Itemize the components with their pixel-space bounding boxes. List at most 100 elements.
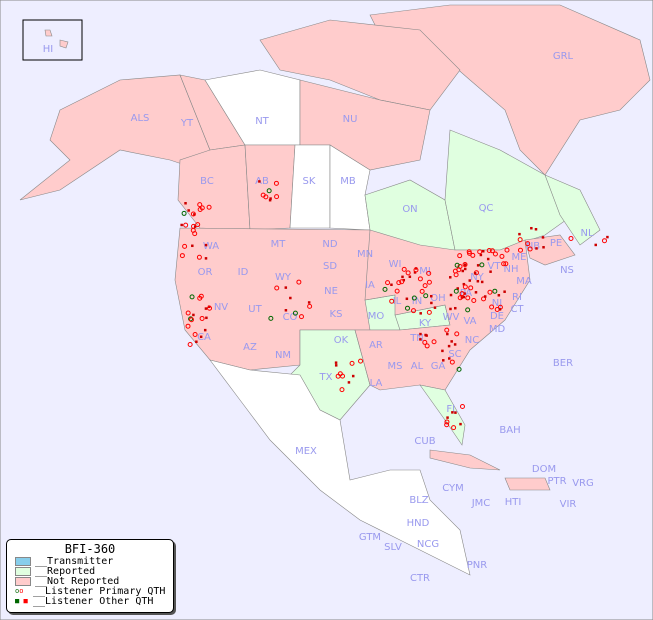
listener-primary-qth <box>274 285 280 291</box>
region-label-on: ON <box>402 204 417 215</box>
region-label-pe: PE <box>550 238 562 249</box>
listener-primary-qth <box>527 246 533 252</box>
listener-primary-qth <box>525 241 531 247</box>
region-label-grl: GRL <box>553 51 574 62</box>
listener-other-qth <box>441 349 444 353</box>
listener-other-qth <box>199 335 203 339</box>
listener-primary-qth <box>266 188 272 194</box>
listener-other-qth <box>534 228 538 231</box>
region-label-de: DE <box>490 311 504 322</box>
listener-other-qth <box>408 275 412 278</box>
region-label-mn: MN <box>357 249 373 260</box>
region-label-pa: PA <box>460 288 472 299</box>
listener-primary-qth <box>349 360 355 366</box>
region-label-cym: CYM <box>442 483 464 494</box>
listener-other-qth <box>483 295 487 298</box>
listener-other-qth <box>541 236 545 239</box>
listener-other-qth <box>503 290 506 293</box>
listener-other-qth <box>447 344 451 348</box>
region-label-ok: OK <box>334 335 349 346</box>
region-label-nv: NV <box>214 302 228 313</box>
listener-primary-qth <box>422 283 428 289</box>
listener-primary-qth <box>260 192 266 198</box>
listener-other-qth <box>204 307 208 310</box>
region-label-al: AL <box>411 361 424 372</box>
listener-other-qth <box>433 306 437 309</box>
listener-other-qth <box>606 235 609 239</box>
region-label-ia: IA <box>365 280 375 291</box>
region-label-oh: OH <box>430 293 445 304</box>
legend-label: __Transmitter <box>35 555 114 567</box>
listener-other-qth <box>446 332 449 336</box>
region-cub[interactable] <box>429 449 501 471</box>
region-label-tn: TN <box>409 333 424 344</box>
listener-primary-qth <box>188 316 194 322</box>
region-label-qc: QC <box>479 203 494 214</box>
listener-other-qth <box>462 282 466 286</box>
listener-other-qth <box>413 271 417 274</box>
region-label-fl: FL <box>446 404 458 415</box>
listener-primary-qth <box>182 243 188 249</box>
region-label-nb: NB <box>526 241 540 252</box>
region-label-ar: AR <box>369 340 383 351</box>
not-reported-swatch <box>15 576 31 586</box>
region-label-hi: HI <box>43 44 53 55</box>
listener-other-qth <box>187 209 190 212</box>
listener-other-qth <box>307 301 311 304</box>
listener-other-qth <box>424 333 427 337</box>
listener-other-qth <box>451 411 454 414</box>
listener-primary-qth <box>417 276 423 282</box>
listener-other-qth <box>191 244 194 248</box>
region-label-wi: WI <box>389 259 402 270</box>
region-label-ptr: PTR <box>547 476 566 487</box>
listener-primary-qth <box>339 387 345 393</box>
listener-primary-qth <box>382 286 388 292</box>
listener-primary-qth <box>465 295 471 301</box>
region-label-ber: BER <box>553 358 573 369</box>
region-label-ncg: NCG <box>417 539 439 550</box>
listener-primary-qth <box>424 343 430 349</box>
listener-primary-qth <box>389 298 395 304</box>
listener-primary-qth <box>419 288 425 294</box>
listener-other-qth <box>474 291 478 294</box>
region-maritimes[interactable] <box>524 234 576 266</box>
listener-primary-qth <box>179 253 185 259</box>
listener-other-qth <box>453 343 457 346</box>
legend-reported: __Reported <box>7 565 173 577</box>
region-nl[interactable] <box>544 174 601 246</box>
listener-primary-qth <box>411 295 417 301</box>
region-hi[interactable] <box>44 29 69 49</box>
listener-primary-qth <box>307 303 313 309</box>
listener-primary-qth <box>185 310 191 316</box>
region-label-yt: YT <box>180 118 194 129</box>
listener-other-qth <box>401 275 404 279</box>
region-label-md: MD <box>489 324 506 335</box>
listener-other-qth <box>184 202 187 205</box>
listener-primary-qth <box>197 206 203 212</box>
region-label-cub: CUB <box>414 436 435 447</box>
listener-primary-qth <box>337 371 343 377</box>
listener-primary-qth <box>568 235 574 241</box>
listener-primary-qth <box>207 305 213 311</box>
listener-other-qth <box>454 306 457 310</box>
region-label-mt: MT <box>271 239 287 250</box>
region-label-dom: DOM <box>532 464 556 475</box>
legend-label: __Reported <box>35 565 96 577</box>
region-label-ma: MA <box>516 276 532 287</box>
region-label-vt: VT <box>488 261 502 272</box>
region-hispaniola[interactable] <box>504 477 551 491</box>
legend-label: __Listener Primary QTH <box>33 585 166 597</box>
listener-other-qth <box>284 286 288 289</box>
listener-primary-qth <box>274 194 280 200</box>
listener-other-qth <box>268 198 272 202</box>
listener-primary-qth <box>462 262 468 268</box>
listener-primary-qth <box>190 211 196 217</box>
region-label-bc: BC <box>200 176 214 187</box>
region-ab[interactable] <box>244 144 296 231</box>
listener-other-qth <box>351 374 355 378</box>
region-label-bah: BAH <box>499 425 520 436</box>
region-label-id: ID <box>238 267 249 278</box>
listener-primary-qth <box>487 289 493 295</box>
region-label-nc: NC <box>465 335 479 346</box>
region-mex[interactable] <box>209 359 471 576</box>
